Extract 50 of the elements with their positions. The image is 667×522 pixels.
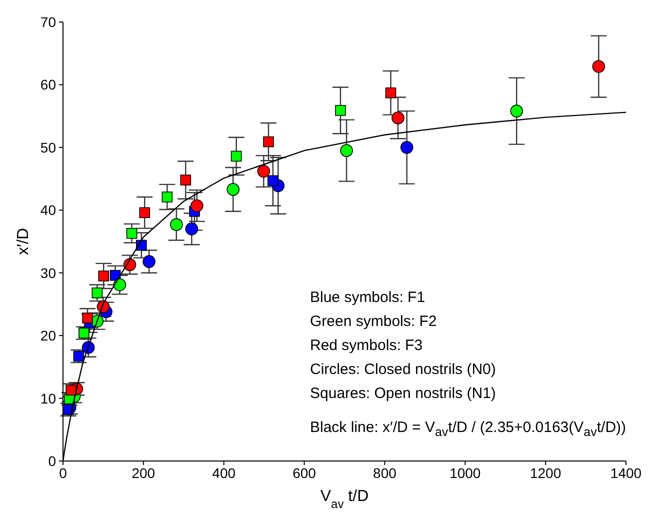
x-tick-label: 1200 [530,464,562,481]
x-axis-title: V$_{av}$ t/D [320,488,369,511]
point [385,87,396,98]
point [230,150,242,162]
y-tick-label: 50 [40,139,56,156]
point [340,144,353,157]
point [78,328,90,338]
y-axis-title: x′/D [15,228,32,255]
annotation: Black line: x′/D = V$_{av}$t/D / (2.35+0.0163(V$_{av}$t/D)) [310,418,626,441]
point [92,288,103,298]
y-tick-label: 30 [40,264,56,281]
point [162,192,173,202]
x-tick-label: 600 [292,464,316,481]
point [73,350,84,362]
point [180,174,192,186]
point [170,218,183,231]
x-tick-label: 800 [373,464,397,481]
point [257,164,270,178]
point [113,278,126,292]
point [126,228,138,239]
y-tick-label: 70 [40,14,56,30]
x-tick-label: 200 [132,464,156,481]
x-tick-label: 0 [59,464,68,481]
x-tick-label: 1400 [610,464,642,481]
annotation: Circles: Closed nostrils (N0) [310,360,497,380]
point [226,183,240,196]
point [185,222,198,236]
annotation: Green symbols: F2 [310,312,438,332]
y-tick-label: 60 [40,76,56,93]
annotation: Red symbols: F3 [310,336,424,356]
y-tick-label: 40 [40,202,56,218]
point [268,175,278,186]
x-tick-label: 400 [212,464,236,481]
y-tick-label: 0 [48,452,56,469]
point [98,270,110,282]
y-tick-label: 20 [40,328,56,344]
point [592,60,606,73]
x-tick-label: 1000 [450,464,481,481]
point [392,112,404,124]
point [263,136,274,148]
point [400,141,414,154]
point [142,255,156,268]
annotation: Squares: Open nostrils (N1) [310,384,497,404]
point [190,199,204,212]
point [82,312,93,324]
point [335,105,346,116]
y-tick-label: 10 [40,390,56,406]
point [510,104,524,118]
point [139,207,150,218]
annotation: Blue symbols: F1 [310,288,426,308]
